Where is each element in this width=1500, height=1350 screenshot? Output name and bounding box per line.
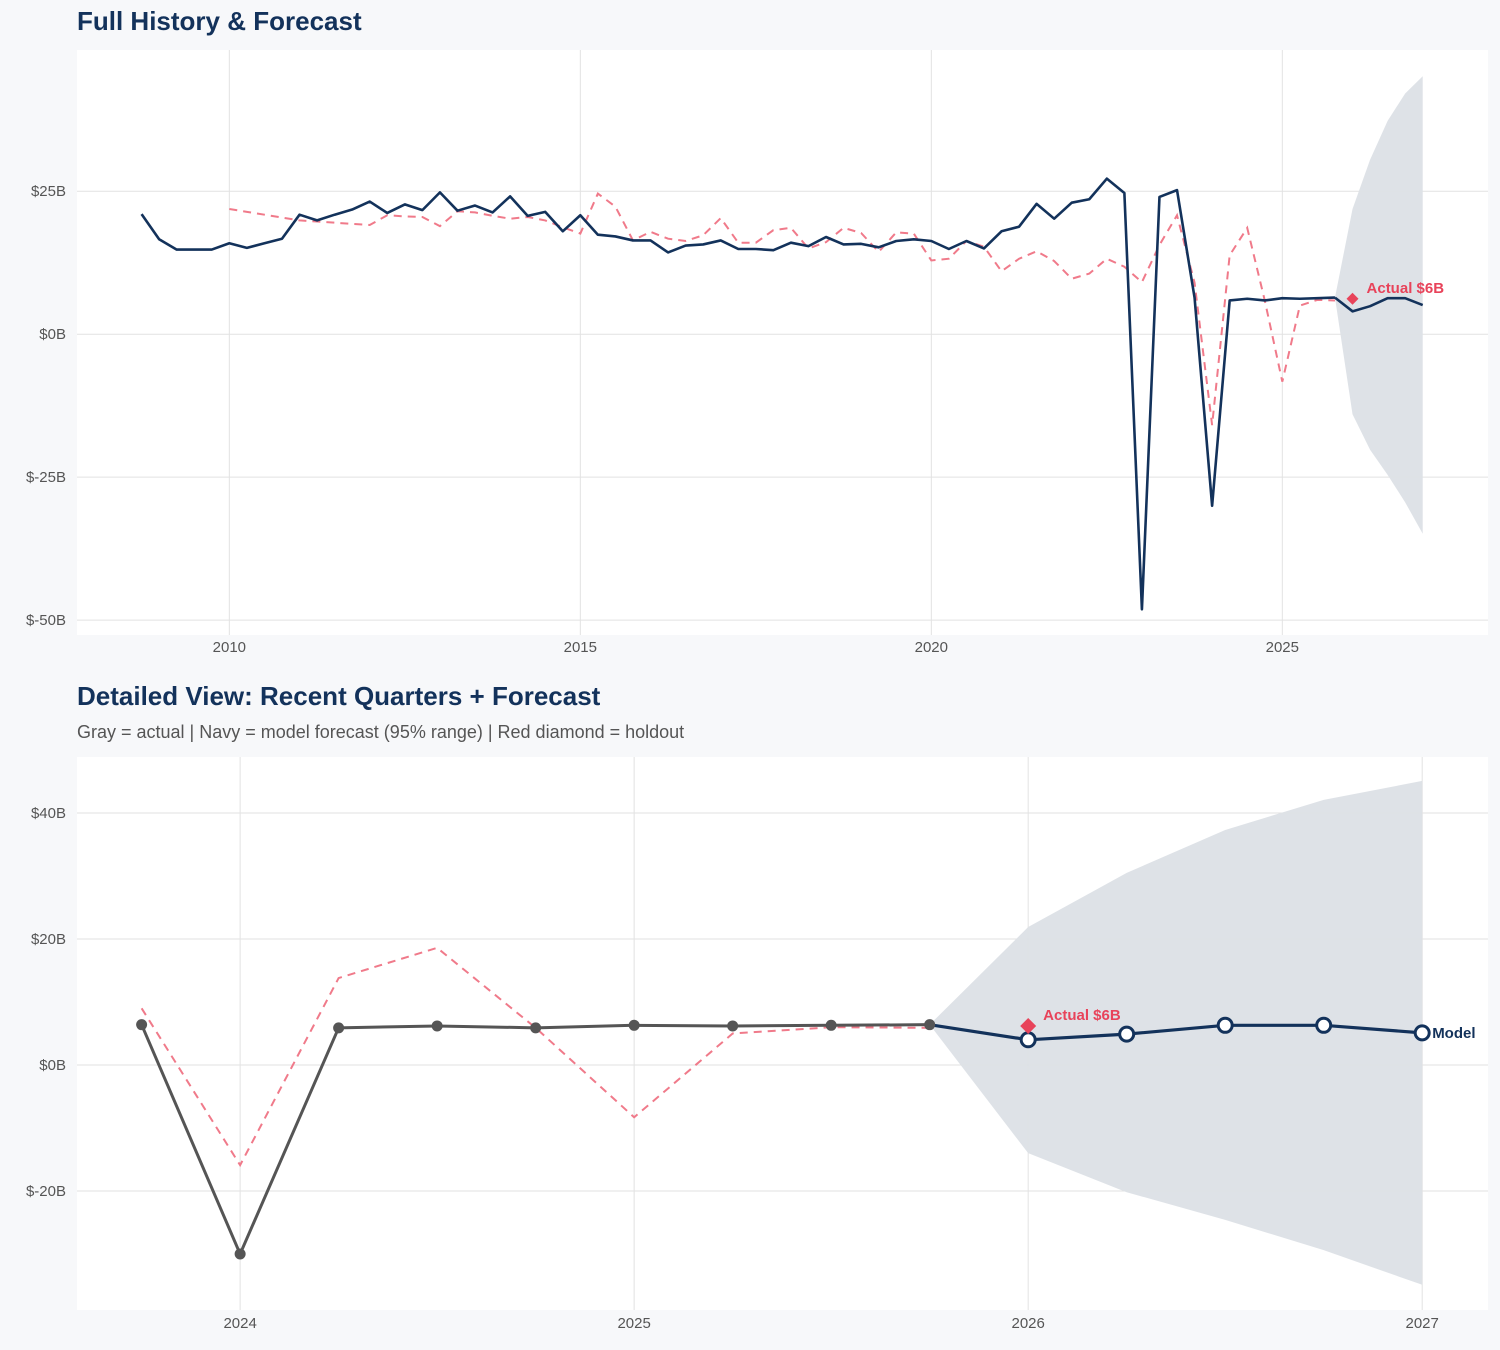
forecast-95-band xyxy=(929,780,1423,1285)
x-tick-label: 2010 xyxy=(213,639,246,656)
actual-point xyxy=(136,1019,148,1031)
chart-title-full-history: Full History & Forecast xyxy=(77,6,362,36)
holdout-label: Actual $6B xyxy=(1043,1007,1121,1024)
forecast-point xyxy=(1315,1016,1333,1034)
comparison-dashed-line xyxy=(140,946,930,1168)
actual-point xyxy=(825,1019,837,1031)
forecast-line xyxy=(929,1023,1423,1042)
x-tick-label: 2026 xyxy=(1011,1315,1044,1332)
chart-title-detailed-view: Detailed View: Recent Quarters + Forecas… xyxy=(77,681,601,711)
x-tick-label: 2027 xyxy=(1406,1315,1439,1332)
holdout-diamond xyxy=(1020,1017,1037,1034)
comparison-dashed-line xyxy=(229,191,1335,426)
y-tick-label: $40B xyxy=(31,805,66,822)
holdout-diamond xyxy=(1346,292,1359,305)
model-label: Model xyxy=(1432,1025,1475,1042)
actual-point xyxy=(924,1019,936,1031)
actual-point xyxy=(234,1248,246,1260)
y-tick-label: $-25B xyxy=(26,469,66,486)
actual-point xyxy=(628,1019,640,1031)
y-tick-label: $25B xyxy=(31,183,66,200)
forecast-point xyxy=(1413,1024,1431,1042)
actual-point xyxy=(431,1020,443,1032)
chart-subtitle-detailed-view: Gray = actual | Navy = model forecast (9… xyxy=(77,722,685,742)
y-tick-label: $0B xyxy=(39,1057,66,1074)
x-tick-label: 2024 xyxy=(223,1315,256,1332)
actual-point xyxy=(530,1022,542,1034)
forecast-point xyxy=(1118,1025,1136,1043)
plot-panel xyxy=(77,50,1488,635)
actual-point xyxy=(727,1020,739,1032)
chart-0: 2010 2015 2020 2025 $25B $0B $-25B $-50B Actual … xyxy=(26,50,1488,656)
actual-point xyxy=(333,1022,345,1034)
y-tick-label: $0B xyxy=(39,326,66,343)
forecast-95-band xyxy=(1334,76,1423,534)
forecast-point xyxy=(1019,1031,1037,1049)
y-tick-label: $-20B xyxy=(26,1183,66,1200)
actual-line xyxy=(140,177,1336,611)
x-tick-label: 2025 xyxy=(1266,639,1299,656)
chart-1: 2024 2025 2026 2027 $40B $20B $0B $-20B Model Act… xyxy=(26,757,1488,1332)
x-tick-label: 2025 xyxy=(617,1315,650,1332)
x-tick-label: 2020 xyxy=(915,639,948,656)
y-tick-label: $20B xyxy=(31,931,66,948)
forecast-point xyxy=(1216,1016,1234,1034)
holdout-label: Actual $6B xyxy=(1367,280,1445,297)
forecast-line xyxy=(1334,296,1424,313)
x-tick-label: 2015 xyxy=(564,639,597,656)
y-tick-label: $-50B xyxy=(26,612,66,629)
